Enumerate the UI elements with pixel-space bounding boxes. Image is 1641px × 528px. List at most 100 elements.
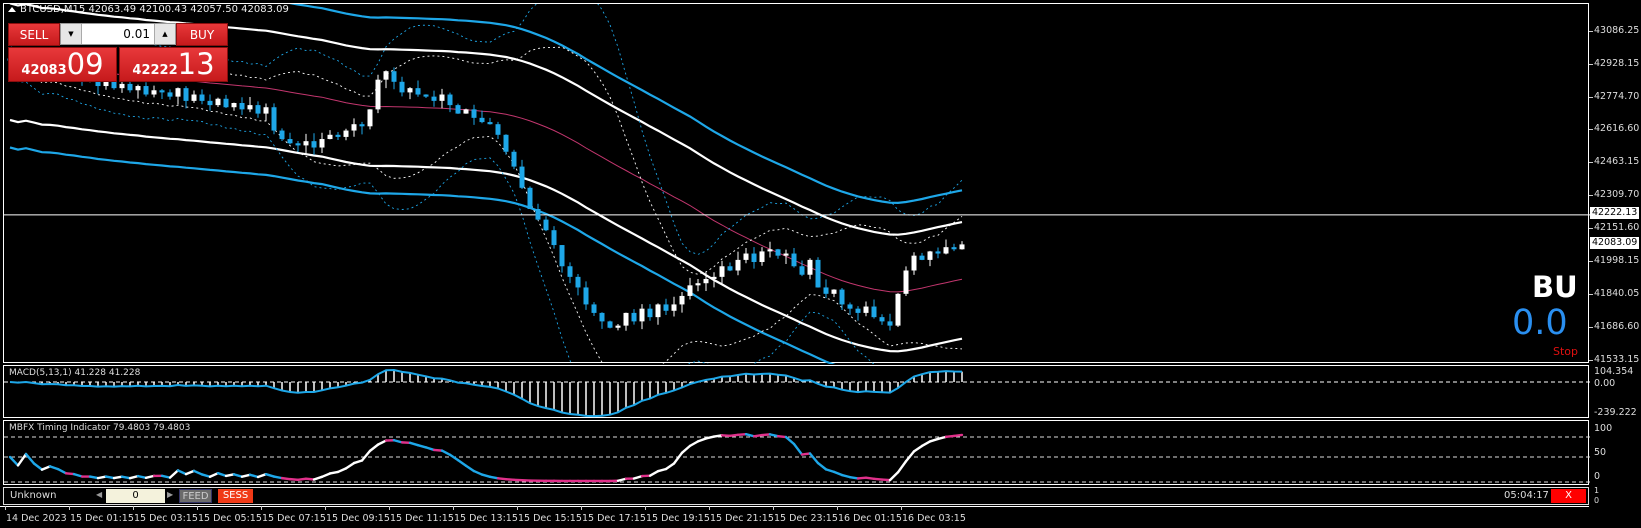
sess-button[interactable]: SESS [218,489,253,503]
price-tick-label: 42928.15 [1594,57,1640,69]
candle-body [951,247,957,250]
candle-body [623,312,629,326]
candle-body [335,134,341,137]
mbfx-segment [136,474,148,480]
candle-body [215,98,221,106]
counter-input[interactable]: 0 [106,489,165,503]
buy-button[interactable]: BUY [176,23,228,46]
feed-button[interactable]: FEED [179,489,212,503]
buy-price-pips: 13 [177,47,215,81]
time-tick [837,506,838,510]
candle-body [327,134,333,140]
time-label: 15 Dec 23:15 [774,513,838,524]
candle-body [655,304,661,318]
mbfx-segment [184,469,196,476]
time-label: 16 Dec 03:15 [902,513,966,524]
close-button[interactable]: X [1551,489,1586,503]
mbfx-segment [712,434,724,438]
main-chart-pane[interactable] [3,3,1590,364]
mbfx-segment [448,453,460,462]
mbfx-segment [864,476,876,481]
lot-size-stepper[interactable]: ▼ 0.01 ▲ [60,23,176,45]
mbfx-segment [160,474,172,479]
status-axis-1: 1 [1594,486,1600,495]
decrease-arrow-icon[interactable]: ◀ [96,490,103,499]
macd-label: MACD(5,13,1) 41.228 41.228 [9,368,141,378]
sell-price-main: 42083 [21,63,67,78]
decrease-lot-button[interactable]: ▼ [61,24,82,44]
mbfx-axis-50: 50 [1594,447,1607,458]
mbfx-segment [240,473,252,478]
candle-body [551,230,557,246]
macd-pane[interactable]: MACD(5,13,1) 41.228 41.228 [3,365,1590,418]
price-tick-label: 42309.70 [1594,189,1640,201]
mbfx-pane[interactable]: MBFX Timing Indicator 79.4803 79.4803 [3,420,1590,485]
candle-body [415,88,421,95]
mbfx-segment [792,442,804,456]
time-tick [325,506,326,510]
candle-body [751,253,757,263]
buy-price-button[interactable]: 4222213 [119,47,228,82]
time-axis-line [0,506,1589,507]
mbfx-segment [752,433,764,438]
candle-body [391,71,397,82]
time-tick [773,506,774,510]
mbfx-segment [8,455,20,467]
stop-text: Stop [1553,345,1579,358]
candle-body [111,81,117,89]
mbfx-segment [504,478,516,482]
sell-price-button[interactable]: 4208309 [8,47,117,82]
mbfx-segment [680,444,692,455]
candle-body [303,141,309,146]
mbfx-segment [744,432,756,438]
mbfx-segment [376,439,388,446]
time-label: 15 Dec 17:15 [582,513,646,524]
candle-body [95,79,101,87]
increase-arrow-icon[interactable]: ▶ [167,490,174,499]
mbfx-segment [632,474,644,480]
price-tick [1589,129,1593,131]
candle-body [127,83,133,91]
mbfx-segment [440,449,452,456]
candle-body [183,88,189,101]
mbfx-segment [64,472,76,476]
candle-body [807,259,813,275]
mbfx-segment [216,471,228,478]
candle-body [119,83,125,89]
status-axis-0: 0 [1594,496,1600,505]
candle-body [935,251,941,254]
candle-body [911,255,917,271]
increase-lot-button[interactable]: ▲ [154,24,175,44]
mbfx-segment [72,472,84,478]
time-tick [581,506,582,510]
time-tick [133,506,134,510]
mbfx-segment [832,470,844,477]
price-tick [1589,294,1593,296]
mbfx-segment [952,433,964,438]
time-tick [517,506,518,510]
candle-body [607,321,613,328]
candle-body [679,295,685,305]
candle-body [519,166,525,188]
mbfx-segment [648,469,660,477]
candle-body [943,247,949,254]
mbfx-segment [888,471,900,482]
mbfx-segment [192,469,204,476]
triangle-icon [8,7,16,12]
mbfx-segment [32,462,44,471]
mbfx-segment [936,435,948,441]
sell-button[interactable]: SELL [8,23,60,46]
candle-body [151,90,157,95]
candle-body [359,124,365,127]
mbfx-segment [496,477,508,481]
mbfx-segment [360,449,372,462]
mbfx-segment [112,475,124,480]
mbfx-segment [800,452,812,456]
time-tick [389,506,390,510]
candle-body [463,109,469,114]
candle-body [735,259,741,271]
mbfx-segment [352,459,364,465]
candle-body [503,134,509,152]
lot-size-input[interactable]: 0.01 [123,27,150,41]
candle-body [775,249,781,256]
